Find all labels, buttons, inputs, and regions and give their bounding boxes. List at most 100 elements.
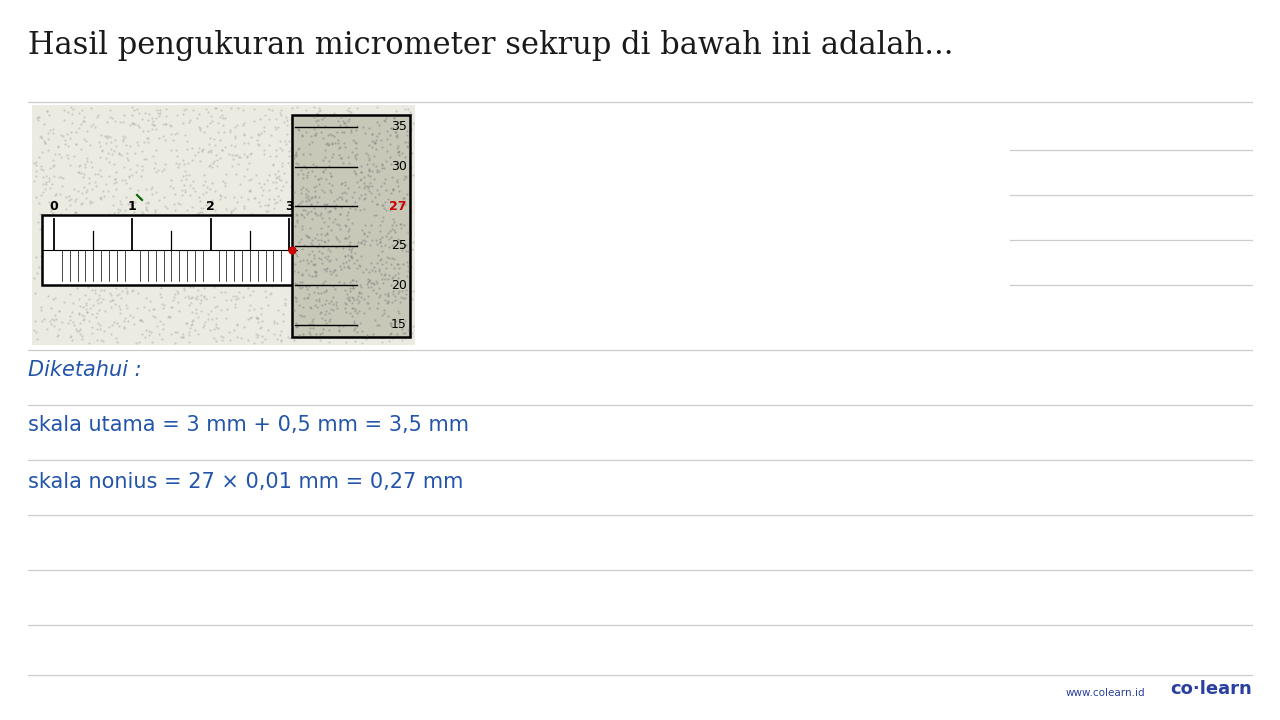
- Point: [319, 212, 339, 224]
- Point: [210, 111, 230, 122]
- Point: [399, 225, 420, 237]
- Point: [163, 254, 183, 266]
- Point: [328, 142, 348, 153]
- Point: [32, 146, 52, 158]
- Point: [278, 244, 298, 256]
- Point: [367, 102, 388, 113]
- Point: [287, 320, 307, 332]
- Point: [306, 278, 326, 289]
- Point: [390, 291, 411, 302]
- Point: [209, 323, 229, 334]
- Point: [273, 315, 293, 327]
- Point: [69, 307, 90, 318]
- Point: [378, 161, 398, 172]
- Point: [339, 106, 360, 117]
- Point: [342, 158, 362, 169]
- Point: [92, 145, 113, 156]
- Point: [294, 120, 315, 131]
- Point: [379, 184, 399, 196]
- Point: [164, 274, 184, 285]
- Point: [106, 260, 127, 271]
- Point: [352, 261, 372, 272]
- Point: [179, 231, 200, 243]
- Point: [300, 318, 320, 330]
- Point: [340, 127, 361, 138]
- Point: [288, 299, 308, 310]
- Point: [360, 122, 380, 133]
- Point: [374, 307, 394, 319]
- Point: [247, 316, 268, 328]
- Point: [397, 246, 417, 257]
- Point: [338, 113, 358, 125]
- Point: [378, 290, 398, 302]
- Point: [82, 273, 102, 284]
- Point: [361, 147, 381, 158]
- Point: [357, 158, 378, 169]
- Point: [200, 235, 220, 246]
- Point: [259, 169, 279, 181]
- Point: [347, 200, 367, 212]
- Point: [374, 181, 394, 193]
- Point: [202, 235, 223, 247]
- Point: [140, 252, 160, 264]
- Point: [369, 204, 389, 216]
- Point: [247, 253, 268, 264]
- Point: [252, 330, 273, 341]
- Point: [402, 293, 422, 305]
- Point: [385, 219, 406, 230]
- Point: [74, 215, 95, 226]
- Point: [276, 262, 297, 274]
- Point: [111, 246, 132, 258]
- Point: [396, 178, 416, 189]
- Point: [379, 321, 399, 333]
- Point: [284, 258, 305, 270]
- Point: [305, 129, 325, 140]
- Point: [296, 184, 316, 195]
- Point: [99, 208, 119, 220]
- Point: [370, 253, 390, 264]
- Point: [375, 288, 396, 300]
- Point: [388, 272, 408, 284]
- Point: [312, 129, 333, 140]
- Point: [214, 227, 234, 238]
- Point: [347, 230, 367, 242]
- Point: [369, 127, 389, 138]
- Point: [348, 290, 369, 302]
- Point: [120, 264, 141, 276]
- Point: [351, 225, 371, 236]
- Point: [288, 199, 308, 210]
- Point: [209, 230, 229, 242]
- Point: [371, 226, 392, 238]
- Point: [93, 336, 114, 347]
- Point: [251, 246, 271, 258]
- Point: [364, 278, 384, 289]
- Point: [184, 277, 205, 289]
- Point: [234, 215, 255, 227]
- Point: [250, 177, 270, 189]
- Point: [366, 131, 387, 143]
- Point: [394, 151, 415, 163]
- Point: [346, 174, 366, 186]
- Point: [46, 314, 67, 325]
- Point: [357, 276, 378, 287]
- Point: [302, 192, 323, 203]
- Point: [259, 222, 279, 233]
- Point: [116, 148, 137, 159]
- Point: [343, 282, 364, 294]
- Point: [379, 336, 399, 347]
- Point: [96, 231, 116, 243]
- Point: [155, 222, 175, 234]
- Point: [96, 153, 116, 164]
- Point: [394, 158, 415, 169]
- Point: [282, 314, 302, 325]
- Point: [147, 107, 168, 119]
- Point: [159, 312, 179, 323]
- Point: [164, 288, 184, 300]
- Point: [79, 177, 100, 189]
- Point: [346, 118, 366, 130]
- Point: [215, 168, 236, 179]
- Point: [384, 216, 404, 228]
- Point: [347, 238, 367, 250]
- Point: [196, 103, 216, 114]
- Point: [69, 276, 90, 288]
